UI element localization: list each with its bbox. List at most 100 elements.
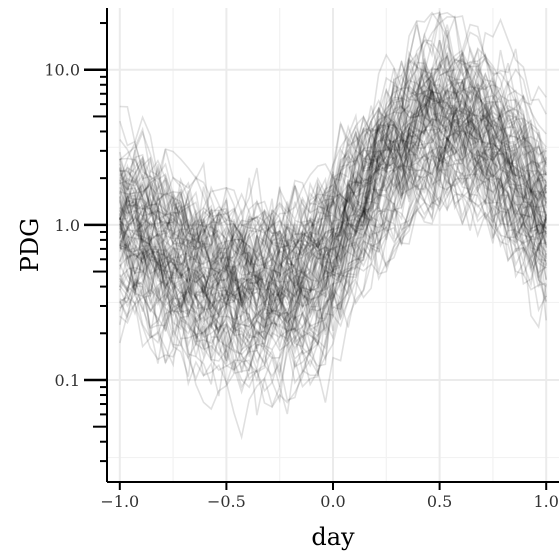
series-line: [119, 76, 547, 339]
series-line: [119, 51, 547, 321]
series-line: [119, 11, 547, 269]
series-line: [119, 80, 547, 278]
y-tick-label: 10.0: [44, 61, 80, 80]
series-line: [119, 70, 547, 313]
series-line: [119, 54, 547, 411]
series-line: [119, 109, 547, 280]
series-line: [119, 35, 547, 345]
series-line: [119, 54, 547, 317]
series-line: [119, 137, 547, 277]
series-line: [119, 139, 547, 279]
series-line: [119, 59, 547, 393]
series-line: [119, 58, 547, 291]
series-line: [119, 88, 547, 284]
series-line: [119, 51, 547, 350]
series-line: [119, 117, 547, 309]
series-line: [119, 119, 547, 373]
series-line: [119, 85, 547, 286]
series-line: [119, 114, 547, 265]
series-line: [119, 40, 547, 333]
x-tick-label: 1.0: [533, 492, 558, 511]
series-line: [119, 39, 547, 340]
series-line: [119, 94, 547, 337]
series-line: [119, 133, 547, 305]
series-line: [119, 123, 547, 349]
series-line: [119, 65, 547, 322]
series-line: [119, 87, 547, 350]
x-tick-label: −0.5: [207, 492, 246, 511]
series-line: [119, 24, 547, 273]
y-tick-label: 1.0: [55, 216, 80, 235]
series-line: [119, 162, 547, 335]
series-line: [119, 150, 547, 441]
series-line: [119, 58, 547, 309]
axes: 0.1 1.0 10.0 −1.0 −0.5 0.0 0.5 1.0: [44, 8, 559, 511]
series-line: [119, 29, 547, 395]
series-line: [119, 131, 547, 402]
series-line: [119, 60, 547, 328]
series-line: [119, 144, 547, 334]
series-line: [119, 72, 547, 350]
series-line: [119, 61, 547, 270]
series-line: [119, 74, 547, 263]
x-tick-label: 0.5: [427, 492, 452, 511]
series-line: [119, 105, 547, 273]
series-line: [119, 92, 547, 374]
series-line: [119, 121, 547, 318]
series-line: [119, 121, 547, 272]
series-lines: [119, 9, 547, 441]
series-line: [119, 137, 547, 349]
series-line: [119, 98, 547, 290]
series-line: [119, 88, 547, 310]
series-line: [119, 93, 547, 320]
series-line: [119, 87, 547, 297]
series-line: [119, 90, 547, 280]
series-line: [119, 161, 547, 408]
series-line: [119, 173, 547, 370]
series-line: [119, 11, 547, 321]
series-line: [119, 103, 547, 330]
series-line: [119, 21, 547, 342]
series-line: [119, 103, 547, 365]
series-line: [119, 94, 547, 355]
series-line: [119, 84, 547, 374]
series-line: [119, 119, 547, 348]
series-line: [119, 85, 547, 254]
series-line: [119, 65, 547, 416]
series-line: [119, 76, 547, 358]
series-line: [119, 158, 547, 404]
series-line: [119, 141, 547, 291]
series-line: [119, 128, 547, 362]
series-line: [119, 74, 547, 270]
series-line: [119, 94, 547, 305]
series-line: [119, 77, 547, 303]
series-line: [119, 94, 547, 351]
series-line: [119, 39, 547, 284]
series-line: [119, 53, 547, 301]
series-line: [119, 99, 547, 387]
series-line: [119, 86, 547, 292]
series-line: [119, 49, 547, 284]
series-line: [119, 82, 547, 275]
series-line: [119, 76, 547, 340]
x-axis-title: day: [311, 523, 355, 551]
series-line: [119, 94, 547, 385]
y-axis-title: PDG: [16, 218, 44, 273]
series-line: [119, 77, 547, 373]
series-line: [119, 156, 547, 342]
series-line: [119, 71, 547, 372]
series-line: [119, 134, 547, 269]
series-line: [119, 73, 547, 339]
series-line: [119, 11, 547, 343]
series-line: [119, 148, 547, 281]
series-line: [119, 95, 547, 318]
series-line: [119, 73, 547, 304]
series-line: [119, 83, 547, 322]
series-line: [119, 47, 547, 274]
series-line: [119, 156, 547, 329]
series-line: [119, 49, 547, 332]
series-line: [119, 116, 547, 300]
series-line: [119, 16, 547, 345]
series-line: [119, 67, 547, 272]
